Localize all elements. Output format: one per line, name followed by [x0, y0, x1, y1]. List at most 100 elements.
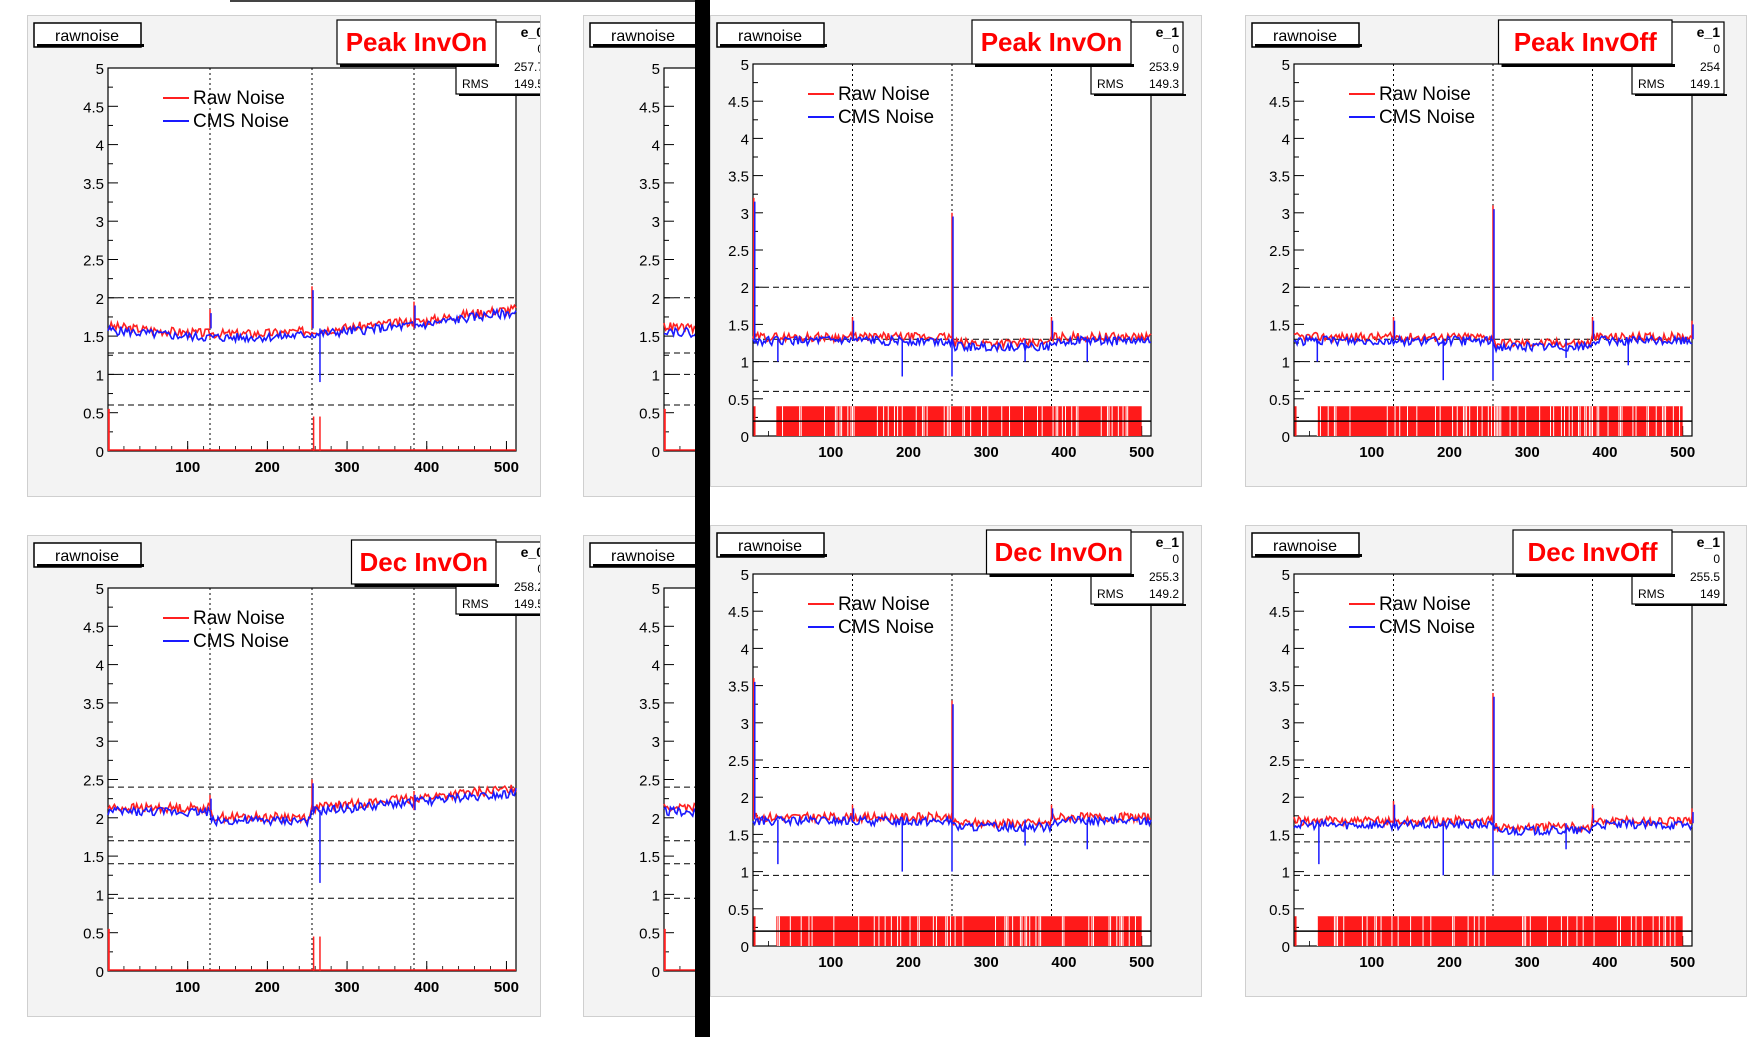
y-tick-label: 0.5: [639, 406, 660, 423]
histname-box: rawnoise: [1251, 22, 1362, 48]
stats-shadow: [1635, 94, 1727, 96]
y-tick-label: 4: [652, 658, 660, 675]
stats-rms-label: RMS: [1638, 587, 1665, 601]
legend-label: CMS Noise: [838, 617, 934, 638]
stats-shadow: [459, 94, 540, 96]
y-tick-label: 1: [741, 355, 749, 372]
flag-strip: [107, 408, 516, 451]
x-tick-label: 200: [255, 979, 280, 996]
label-text: Dec InvOn: [359, 547, 488, 577]
flag-strip: [1294, 916, 1692, 946]
label-frame: [1497, 19, 1673, 65]
y-tick-label: 4: [1282, 131, 1290, 148]
stats-shadow: [459, 614, 540, 616]
y-tick-label: 2: [1282, 790, 1290, 807]
histogram-svg: rawnoise 0 0.5 1 1.5 2 2.5 3 3.5 4 4.5 5: [589, 542, 696, 981]
y-tick-label: 2.5: [728, 243, 749, 260]
y-tick-label: 0.5: [639, 926, 660, 943]
histname-frame: [1251, 22, 1360, 48]
x-tick-label: 500: [1670, 444, 1695, 461]
stats-entries: 0: [1713, 552, 1720, 566]
y-tick-label: 5: [652, 581, 660, 598]
legend-label: CMS Noise: [838, 107, 934, 128]
y-tick-label: 2.5: [83, 773, 104, 790]
y-tick-label: 2.5: [83, 253, 104, 270]
y-tick-label: 3: [741, 206, 749, 223]
legend-label: Raw Noise: [1379, 84, 1471, 105]
y-tick-label: 1: [652, 367, 660, 384]
y-tick-label: 3: [96, 214, 104, 231]
stats-rms-label: RMS: [1638, 77, 1665, 91]
stats-rms: 149: [1700, 587, 1720, 601]
legend-label: Raw Noise: [193, 88, 285, 109]
y-tick-label: 2: [96, 811, 104, 828]
y-tick-label: 0: [741, 429, 749, 446]
stats-title: e_0: [521, 544, 541, 560]
histname-shadow: [720, 44, 827, 47]
label-frame: [350, 539, 497, 585]
y-tick-label: 4: [96, 658, 104, 675]
histogram-panel: rawnoise 0 0.5 1 1.5 2 2.5 3 3.5 4 4.5 5 100 200 300 40…: [27, 15, 541, 497]
y-tick-label: 4.5: [1269, 604, 1290, 621]
histname-frame: [1251, 532, 1360, 558]
y-tick-label: 0.5: [83, 926, 104, 943]
histname-frame: [33, 542, 142, 568]
label-text: Peak InvOn: [981, 27, 1123, 57]
stats-mean: 254: [1700, 60, 1720, 74]
y-tick-label: 3: [96, 734, 104, 751]
condition-label: Dec InvOn: [350, 539, 499, 587]
y-tick-label: 3.5: [728, 169, 749, 186]
histname-box: rawnoise: [589, 542, 696, 568]
histname-shadow: [37, 564, 144, 567]
label-shadow: [975, 64, 1134, 67]
histogram-panel: rawnoise 0 0.5 1 1.5 2 2.5 3 3.5 4 4.5 5 100 200 300 40…: [710, 15, 1202, 487]
stats-mean: 258.2: [514, 580, 541, 594]
histname-text: rawnoise: [55, 28, 119, 45]
histname-text: rawnoise: [1273, 28, 1337, 45]
histogram-panel: rawnoise 0 0.5 1 1.5 2 2.5 3 3.5 4 4.5 5: [583, 535, 697, 1017]
cms-noise-line: [107, 307, 517, 345]
histname-shadow: [1255, 44, 1362, 47]
histogram-svg: rawnoise 0 0.5 1 1.5 2 2.5 3 3.5 4 4.5 5 100 200 300 40…: [33, 19, 540, 476]
x-tick-label: 100: [1359, 444, 1384, 461]
legend-label: Raw Noise: [838, 84, 930, 105]
y-tick-label: 3.5: [639, 176, 660, 193]
y-tick-label: 2: [741, 280, 749, 297]
stats-entries: 0: [1172, 552, 1179, 566]
stats-title: e_1: [1156, 24, 1180, 40]
y-tick-label: 4.5: [83, 619, 104, 636]
y-tick-label: 1.5: [83, 849, 104, 866]
x-tick-label: 300: [1515, 444, 1540, 461]
x-tick-label: 200: [896, 444, 921, 461]
histname-text: rawnoise: [1273, 538, 1337, 555]
y-tick-label: 2.5: [639, 773, 660, 790]
histogram-panel: rawnoise 0 0.5 1 1.5 2 2.5 3 3.5 4 4.5 5 100 200 300 40…: [27, 535, 541, 1017]
y-tick-label: 0: [652, 964, 660, 981]
y-tick-label: 4.5: [728, 604, 749, 621]
y-tick-label: 5: [96, 581, 104, 598]
y-tick-label: 0.5: [728, 902, 749, 919]
x-tick-label: 100: [175, 459, 200, 476]
x-tick-label: 500: [494, 459, 519, 476]
stats-shadow: [1094, 604, 1186, 606]
histname-box: rawnoise: [1251, 532, 1362, 558]
x-tick-label: 400: [1592, 954, 1617, 971]
y-tick-label: 1: [96, 887, 104, 904]
label-shadow: [989, 574, 1134, 577]
stats-entries: 0: [537, 562, 541, 576]
label-text: Peak InvOn: [346, 27, 488, 57]
y-tick-label: 1.5: [1269, 827, 1290, 844]
histname-box: rawnoise: [33, 22, 144, 48]
x-tick-label: 200: [1437, 954, 1462, 971]
label-shadow: [354, 584, 499, 587]
legend-label: CMS Noise: [193, 111, 289, 132]
histogram-svg: rawnoise 0 0.5 1 1.5 2 2.5 3 3.5 4 4.5 5 100 200 300 40…: [33, 539, 541, 996]
y-tick-label: 0.5: [83, 406, 104, 423]
histname-text: rawnoise: [611, 548, 675, 565]
y-tick-label: 3: [741, 716, 749, 733]
y-tick-label: 3.5: [1269, 169, 1290, 186]
histname-shadow: [37, 44, 144, 47]
